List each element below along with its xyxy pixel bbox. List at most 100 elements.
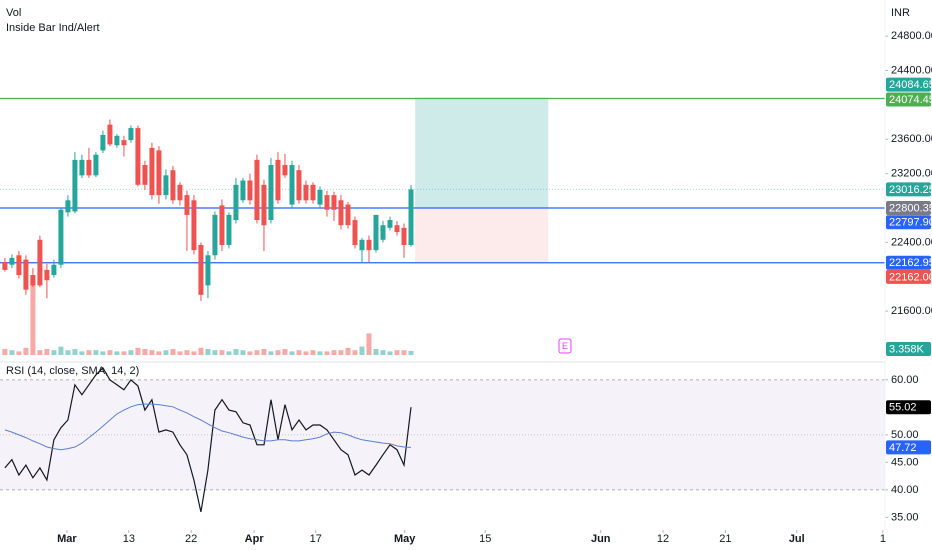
volume-bar bbox=[9, 350, 15, 355]
volume-bar bbox=[331, 350, 337, 355]
plot-layer bbox=[0, 35, 888, 533]
volume-bar bbox=[373, 349, 379, 355]
candle-body bbox=[93, 154, 99, 176]
price-label: 55.02 bbox=[889, 402, 917, 414]
candle-body bbox=[219, 205, 225, 245]
candle-body bbox=[44, 269, 50, 281]
volume-bar bbox=[345, 347, 351, 355]
y-tick-label: 45.00 bbox=[891, 456, 919, 468]
candle-body bbox=[352, 220, 358, 245]
rsi-line bbox=[4, 403, 412, 451]
volume-bar bbox=[275, 350, 281, 355]
price-label-box bbox=[886, 255, 931, 270]
y-tick-label: 35.00 bbox=[891, 511, 919, 523]
volume-bar bbox=[121, 351, 127, 355]
volume-bar bbox=[394, 350, 400, 355]
volume-bar bbox=[128, 350, 134, 355]
candle-body bbox=[149, 147, 155, 196]
x-tick-label: 22 bbox=[185, 533, 197, 545]
volume-bar bbox=[184, 350, 190, 355]
candle-body bbox=[79, 159, 85, 176]
candle-body bbox=[107, 124, 113, 145]
y-tick-label: 50.00 bbox=[891, 429, 919, 441]
x-tick-label: 12 bbox=[657, 533, 669, 545]
price-label: 22162.95 bbox=[889, 257, 932, 269]
x-tick-label: Jul bbox=[789, 533, 805, 545]
candle-body bbox=[268, 165, 274, 221]
volume-bar bbox=[205, 349, 211, 355]
candle-body bbox=[212, 214, 218, 256]
volume-label-box bbox=[886, 342, 931, 356]
candle-body bbox=[184, 195, 190, 215]
rsi-line bbox=[4, 366, 412, 513]
volume-bar bbox=[107, 350, 113, 355]
volume-bar bbox=[142, 349, 148, 355]
candle-body bbox=[380, 225, 386, 240]
y-tick-label: 24800.00 bbox=[891, 30, 932, 42]
price-label: 22800.35 bbox=[889, 202, 932, 214]
volume-bar bbox=[324, 351, 330, 355]
volume-bar bbox=[282, 349, 288, 355]
x-tick-label: May bbox=[394, 533, 416, 545]
x-tick-label: 21 bbox=[719, 533, 731, 545]
volume-bar bbox=[37, 350, 43, 355]
candle-body bbox=[86, 159, 92, 176]
price-label: 47.72 bbox=[889, 442, 917, 454]
price-label-box bbox=[886, 215, 931, 230]
volume-bar bbox=[86, 350, 92, 355]
candle-body bbox=[9, 257, 15, 265]
volume-bar bbox=[247, 351, 253, 355]
candle-body bbox=[317, 189, 323, 205]
price-label-box bbox=[886, 400, 931, 415]
y-tick-label: 23600.00 bbox=[891, 133, 932, 145]
volume-bar bbox=[254, 350, 260, 355]
volume-bar bbox=[261, 349, 267, 355]
candle-body bbox=[303, 184, 309, 201]
candle-body bbox=[359, 239, 365, 251]
volume-bar bbox=[296, 350, 302, 355]
rsi-title: RSI (14, close, SMA, 14, 2) bbox=[6, 365, 139, 377]
indicator-inside-bar: Inside Bar Ind/Alert bbox=[6, 22, 100, 34]
candle-body bbox=[247, 180, 253, 201]
y-tick-label: 24400.00 bbox=[891, 64, 932, 76]
volume-bar bbox=[135, 347, 141, 355]
volume-bar bbox=[268, 351, 274, 355]
price-label: 24084.65 bbox=[889, 79, 932, 91]
y-tick-label: 21600.00 bbox=[891, 305, 932, 317]
candle-body bbox=[100, 134, 106, 151]
candle-body bbox=[373, 214, 379, 251]
candle-body bbox=[72, 159, 78, 212]
y-tick-label: 22400.00 bbox=[891, 236, 932, 248]
candle-body bbox=[401, 227, 407, 245]
price-label: 24074.45 bbox=[889, 94, 932, 106]
candle-body bbox=[226, 214, 232, 245]
candle-body bbox=[324, 195, 330, 210]
price-label: 22797.90 bbox=[889, 217, 932, 229]
candle-body bbox=[128, 128, 134, 141]
candle-body bbox=[408, 189, 414, 245]
x-tick-label: 15 bbox=[479, 533, 491, 545]
candle-body bbox=[198, 244, 204, 295]
volume-bar bbox=[387, 351, 393, 355]
indicator-vol: Vol bbox=[6, 7, 21, 19]
volume-bar bbox=[191, 351, 197, 355]
volume-bar bbox=[23, 347, 29, 355]
candle-body bbox=[254, 159, 260, 221]
event-label[interactable]: E bbox=[562, 341, 568, 351]
volume-bar bbox=[338, 350, 344, 355]
volume-bar bbox=[114, 351, 120, 355]
volume-bar bbox=[310, 350, 316, 355]
event-badge[interactable] bbox=[558, 338, 572, 354]
candle-body bbox=[163, 175, 169, 196]
price-label-box bbox=[886, 92, 931, 107]
y-tick-label: 23200.00 bbox=[891, 168, 932, 180]
candle-body bbox=[191, 200, 197, 251]
candle-body bbox=[37, 239, 43, 286]
volume-bar bbox=[30, 280, 36, 355]
candle-body bbox=[65, 200, 71, 213]
volume-bar bbox=[170, 349, 176, 355]
volume-bar bbox=[149, 350, 155, 355]
candle-body bbox=[233, 184, 239, 221]
